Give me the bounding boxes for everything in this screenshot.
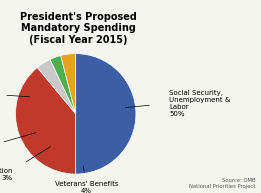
- Text: Source: OMB
National Priorities Project: Source: OMB National Priorities Project: [189, 178, 256, 189]
- Wedge shape: [37, 59, 76, 114]
- Wedge shape: [50, 56, 76, 114]
- Text: Veterans' Benefits
4%: Veterans' Benefits 4%: [55, 181, 118, 193]
- Text: President's Proposed
Mandatory Spending
(Fiscal Year 2015): President's Proposed Mandatory Spending …: [20, 12, 137, 45]
- Wedge shape: [61, 54, 76, 114]
- Text: Transportation
3%: Transportation 3%: [0, 168, 13, 181]
- Text: Social Security,
Unemployment &
Labor
50%: Social Security, Unemployment & Labor 50…: [169, 90, 230, 117]
- Wedge shape: [76, 54, 136, 174]
- Wedge shape: [15, 68, 76, 174]
